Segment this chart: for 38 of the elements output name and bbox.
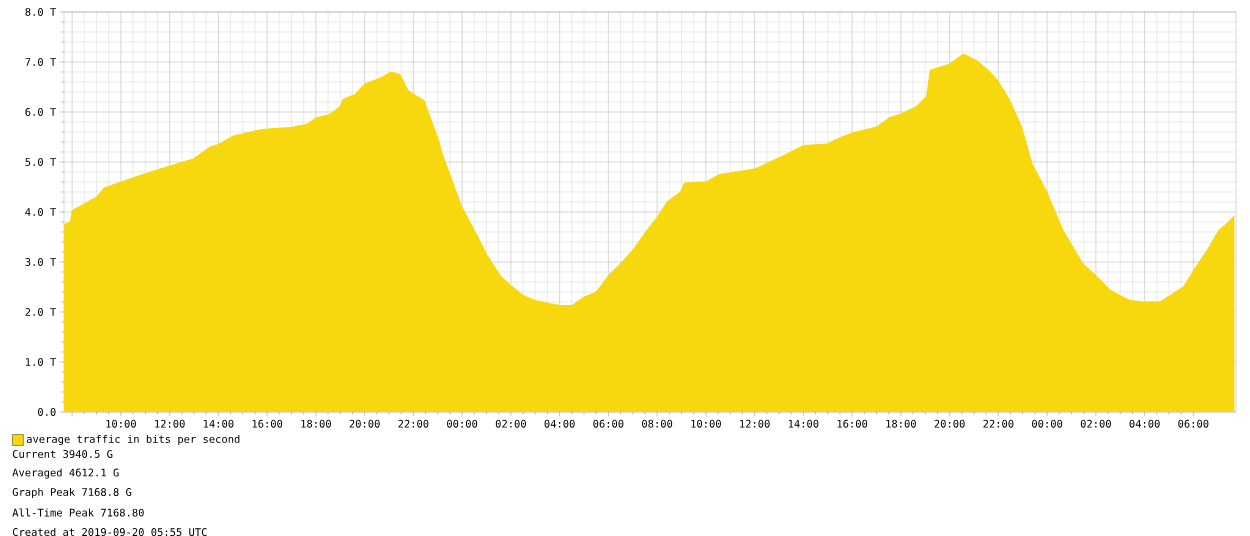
text: average traffic in bits per second xyxy=(26,434,240,446)
text: Graph Peak 7168.8 G xyxy=(12,487,132,499)
x-tick-label: 10:00 xyxy=(106,419,136,428)
x-tick-label: 10:00 xyxy=(691,419,721,428)
x-tick-label: 12:00 xyxy=(740,419,770,428)
x-tick-label: 20:00 xyxy=(934,419,965,428)
text: All-Time Peak 7168.80 xyxy=(12,508,144,517)
x-tick-label: 02:00 xyxy=(1080,419,1111,428)
x-tick-label: 04:00 xyxy=(544,419,575,428)
x-tick-label: 06:00 xyxy=(593,419,624,428)
x-tick-label: 18:00 xyxy=(301,419,331,428)
y-tick-label: 7.0 T xyxy=(25,58,56,66)
y-tick-label: 1.0 T xyxy=(26,358,56,366)
y-tick-label: 0.0 xyxy=(38,408,56,416)
x-tick-label: 22:00 xyxy=(983,419,1014,428)
x-tick-label: 00:00 xyxy=(1032,419,1063,428)
y-tick-label: 6.0 T xyxy=(25,108,56,116)
y-tick-label: 4.0 T xyxy=(25,208,56,216)
x-tick-label: 02:00 xyxy=(495,419,526,428)
x-tick-label: 00:00 xyxy=(447,419,478,428)
x-tick-label: 22:00 xyxy=(398,419,429,428)
x-tick-label: 14:00 xyxy=(788,419,819,428)
y-tick-label: 5.0 T xyxy=(25,158,56,166)
text: Averaged 4612.1 G xyxy=(12,468,119,479)
x-tick-label: 18:00 xyxy=(886,419,916,428)
x-tick-label: 20:00 xyxy=(349,419,380,428)
x-tick-label: 08:00 xyxy=(642,419,673,428)
x-tick-label: 12:00 xyxy=(155,419,185,428)
y-tick-label: 8.0 T xyxy=(25,8,56,16)
x-tick-label: 16:00 xyxy=(252,419,283,428)
y-tick-label: 2.0 T xyxy=(25,308,56,316)
text: Current 3940.5 G xyxy=(12,450,113,458)
text: Created at 2019-09-20 05:55 UTC xyxy=(12,527,207,536)
x-tick-label: 16:00 xyxy=(837,419,868,428)
x-tick-label: 14:00 xyxy=(203,419,234,428)
y-tick-label: 3.0 T xyxy=(25,258,56,266)
x-tick-label: 04:00 xyxy=(1129,419,1160,428)
x-tick-label: 06:00 xyxy=(1178,419,1209,428)
